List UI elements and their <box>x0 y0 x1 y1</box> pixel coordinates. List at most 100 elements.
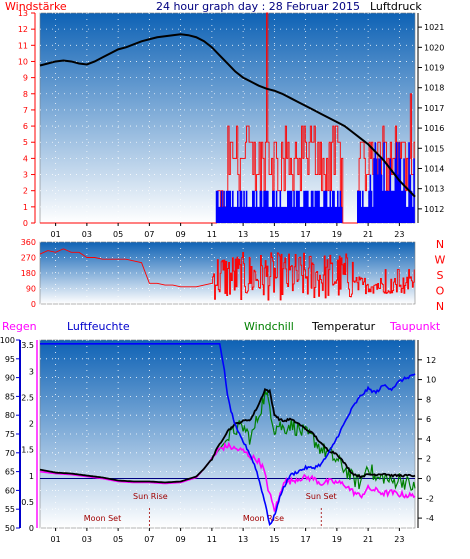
regen-tick-label: 3 <box>29 367 34 376</box>
regen-tick-label: 2.5 <box>21 393 34 402</box>
windchill-title: Windchill <box>244 320 294 333</box>
temperature-tick-label: 0 <box>426 475 431 484</box>
luftfeuchte-title: Luftfeuchte <box>67 320 130 333</box>
x-tick-label: 13 <box>238 230 248 239</box>
humidity-tick-label: 70 <box>5 449 15 458</box>
wind-tick-label: 6 <box>23 122 28 131</box>
pressure-line <box>39 33 416 198</box>
wind-axis-title: Windstärke <box>5 0 67 13</box>
humidity-tick-label: 60 <box>5 486 15 495</box>
wind-series <box>40 12 415 224</box>
humidity-line <box>40 343 416 527</box>
humidity-tick-label: 85 <box>5 392 15 401</box>
regen-title: Regen <box>2 320 37 333</box>
pressure-tick-label: 1021 <box>424 23 444 32</box>
pressure-axis-title: Luftdruck <box>370 0 422 13</box>
temperature-tick-label: 6 <box>426 415 431 424</box>
x-tick-label: 19 <box>332 230 342 239</box>
x-tick-label: 13 <box>238 535 248 544</box>
wind-pressure-x-axis: 01 03 05 07 09 11 13 15 17 19 21 23 <box>51 223 404 239</box>
x-tick-label: 21 <box>363 535 373 544</box>
x-tick-label: 01 <box>51 230 61 239</box>
climate-series <box>39 343 416 527</box>
x-tick-label: 19 <box>332 535 342 544</box>
temperature-line <box>39 388 416 484</box>
compass-letter: S <box>437 269 444 282</box>
wind-tick-label: 3 <box>23 171 28 180</box>
temperature-tick-label: -4 <box>426 514 434 523</box>
climate-panel: 00.511.522.533.5 50556065707580859095100… <box>0 336 436 544</box>
direction-tick-label: 360 <box>21 238 36 247</box>
wind-tick-label: 2 <box>23 187 28 196</box>
temperature-tick-label: -2 <box>426 494 434 503</box>
x-tick-label: 11 <box>207 230 217 239</box>
humidity-tick-label: 55 <box>5 505 15 514</box>
wind-tick-label: 1 <box>23 203 28 212</box>
compass-letter: N <box>436 300 444 313</box>
wind-tick-label: 5 <box>23 138 28 147</box>
x-tick-label: 03 <box>82 230 92 239</box>
moon-rise-label: Moon Rise <box>243 514 284 523</box>
x-tick-label: 03 <box>82 535 92 544</box>
wind-tick-label: 10 <box>18 57 28 66</box>
wind-tick-label: 9 <box>23 74 28 83</box>
temperature-tick-label: 8 <box>426 395 431 404</box>
x-tick-label: 09 <box>176 230 186 239</box>
pressure-tick-label: 1017 <box>424 104 444 113</box>
pressure-tick-label: 1016 <box>424 124 444 133</box>
wind-tick-label: 4 <box>23 154 28 163</box>
humidity-tick-label: 80 <box>5 411 15 420</box>
humidity-tick-label: 100 <box>0 336 15 345</box>
direction-tick-label: 180 <box>21 269 36 278</box>
temperature-tick-label: 2 <box>426 455 431 464</box>
wind-line <box>40 12 415 224</box>
x-tick-label: 21 <box>363 230 373 239</box>
temperature-axis: -4 -2 0 2 4 6 8 10 12 <box>417 340 436 528</box>
wind-tick-label: 7 <box>23 106 28 115</box>
wind-tick-label: 0 <box>23 219 28 228</box>
compass-letter: N <box>436 238 444 251</box>
pressure-tick-label: 1020 <box>424 43 444 52</box>
wind-direction-series <box>39 248 415 301</box>
sun-rise-label: Sun Rise <box>133 492 168 501</box>
pressure-tick-label: 1013 <box>424 185 444 194</box>
pressure-tick-label: 1014 <box>424 164 444 173</box>
wind-tick-label: 12 <box>18 25 28 34</box>
pressure-tick-label: 1015 <box>424 144 444 153</box>
direction-tick-label: 0 <box>31 300 36 309</box>
humidity-tick-label: 50 <box>5 524 15 533</box>
x-tick-label: 11 <box>207 535 217 544</box>
humidity-tick-label: 65 <box>5 468 15 477</box>
climate-grid <box>40 339 415 529</box>
pressure-tick-label: 1018 <box>424 84 444 93</box>
humidity-axis: 50 55 60 65 70 75 80 85 90 95 100 <box>0 336 21 533</box>
x-tick-label: 15 <box>269 535 279 544</box>
wind-tick-label: 11 <box>18 41 28 50</box>
astronomy-events: Sun Rise Sun Set Moon Set Moon Rise <box>84 492 337 528</box>
gust-series <box>215 142 415 223</box>
direction-tick-label: 270 <box>21 254 36 263</box>
x-tick-label: 01 <box>51 535 61 544</box>
taupunkt-title: Taupunkt <box>389 320 441 333</box>
pressure-series <box>39 33 416 198</box>
wind-direction-line <box>39 248 415 301</box>
moon-set-label: Moon Set <box>84 514 121 523</box>
wind-direction-axis: 0 90 180 270 360 <box>21 238 36 309</box>
temperature-tick-label: 12 <box>426 356 436 365</box>
x-tick-label: 09 <box>176 535 186 544</box>
compass-letter: W <box>435 254 446 267</box>
regen-tick-label: 1 <box>29 472 34 481</box>
x-tick-label: 07 <box>144 230 154 239</box>
temperature-tick-label: 10 <box>426 376 436 385</box>
wind-tick-label: 8 <box>23 90 28 99</box>
x-tick-label: 23 <box>394 535 404 544</box>
gust-bars <box>215 142 415 223</box>
compass-letter: O <box>436 285 445 298</box>
climate-x-axis: 01 03 05 07 09 11 13 15 17 19 21 23 <box>51 528 404 544</box>
temperatur-title: Temperatur <box>311 320 376 333</box>
x-tick-label: 07 <box>144 535 154 544</box>
regen-axis: 0 0.5 1 1.5 2 2.5 3 3.5 <box>21 340 38 533</box>
x-tick-label: 05 <box>113 230 123 239</box>
